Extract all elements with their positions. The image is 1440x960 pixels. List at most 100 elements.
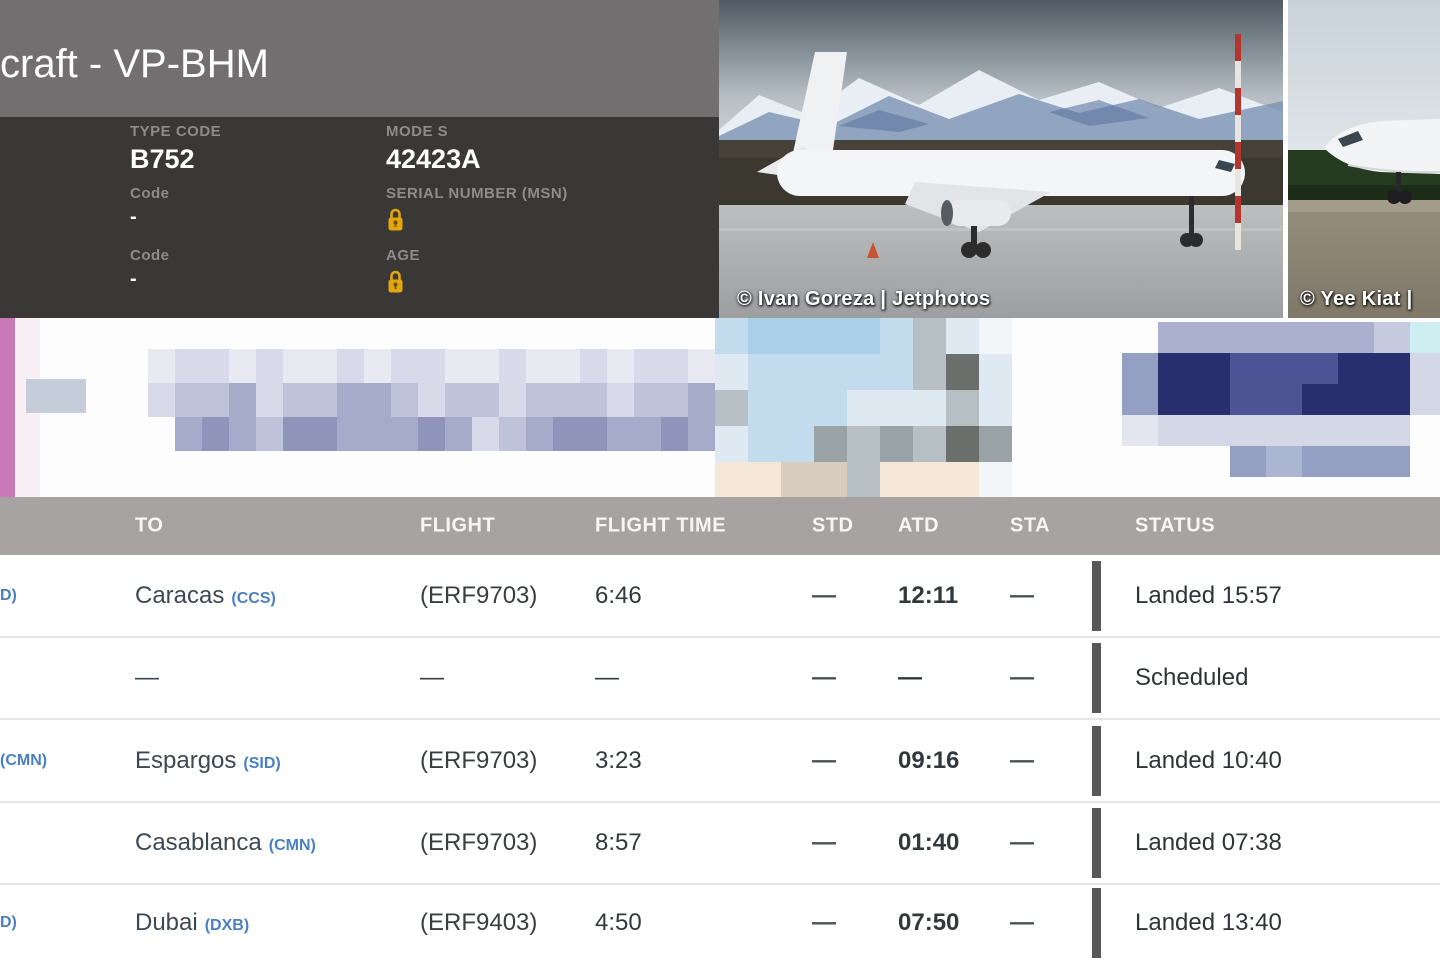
- flight-number[interactable]: (ERF9403): [420, 908, 538, 936]
- pixel-block: [1266, 415, 1302, 446]
- field-value: 42423A: [386, 144, 481, 174]
- pixel-block: [26, 379, 86, 413]
- flight-number[interactable]: (ERF9703): [420, 746, 538, 774]
- flight-number[interactable]: (ERF9703): [420, 829, 538, 856]
- pixel-block: [364, 349, 391, 383]
- pixel-block: [391, 417, 418, 451]
- flight-row[interactable]: (CMN) Espargos (SID) (ERF9703) 3:23 — 09:…: [0, 720, 1440, 803]
- std-value: —: [812, 664, 836, 691]
- to-airport-code[interactable]: (SID): [243, 754, 281, 772]
- pixel-block: [175, 417, 202, 451]
- pixel-block: [847, 426, 880, 462]
- pixel-block: [814, 318, 847, 354]
- pixel-block: [847, 354, 880, 390]
- pixel-block: [0, 318, 15, 497]
- pixel-block: [148, 383, 175, 417]
- pixel-block: [814, 390, 847, 426]
- to-airport-code[interactable]: (DXB): [204, 916, 250, 934]
- pixel-block: [748, 318, 781, 354]
- pixel-block: [418, 417, 445, 451]
- flight-number[interactable]: (ERF9703): [420, 581, 538, 609]
- pixel-block: [946, 354, 979, 390]
- std-value: —: [812, 829, 836, 856]
- pixel-block: [913, 426, 946, 462]
- pixel-block: [1374, 353, 1410, 384]
- sta-value: —: [1010, 581, 1034, 609]
- from-airport-code-partial[interactable]: D): [0, 586, 17, 604]
- photo-credit: © Yee Kiat |: [1300, 288, 1413, 310]
- flight-row[interactable]: D) Caracas (CCS) (ERF9703) 6:46 — 12:11 —…: [0, 555, 1440, 638]
- pixel-block: [202, 383, 229, 417]
- from-airport-code-partial[interactable]: (CMN): [0, 751, 48, 769]
- pixel-block: [1338, 353, 1374, 384]
- aircraft-photo-1-image: [719, 0, 1283, 318]
- aircraft-photo-2[interactable]: © Yee Kiat |: [1288, 0, 1440, 318]
- pixel-block: [913, 318, 946, 354]
- pixel-block: [946, 390, 979, 426]
- pixel-block: [847, 390, 880, 426]
- aircraft-photo-1[interactable]: © Ivan Goreza | Jetphotos: [719, 0, 1283, 318]
- atd-value: —: [898, 664, 922, 691]
- pixel-block: [913, 390, 946, 426]
- pixel-block: [1266, 353, 1302, 384]
- pixel-block: [175, 383, 202, 417]
- pixel-block: [748, 390, 781, 426]
- pixel-block: [202, 417, 229, 451]
- pixel-block: [283, 383, 310, 417]
- pixel-block: [1194, 353, 1230, 384]
- column-header-flight-time: FLIGHT TIME: [595, 514, 727, 537]
- pixel-block: [1410, 384, 1440, 415]
- pixel-block: [979, 318, 1012, 354]
- to-airport-code[interactable]: (CMN): [268, 837, 316, 854]
- pixel-block: [946, 462, 979, 498]
- flight-time: —: [595, 664, 619, 691]
- page-title: craft - VP-BHM: [0, 42, 269, 86]
- pixel-block: [310, 349, 337, 383]
- pixel-block: [607, 383, 634, 417]
- pixel-block: [445, 383, 472, 417]
- pixel-block: [946, 318, 979, 354]
- pixel-block: [1158, 353, 1194, 384]
- pixel-block: [1194, 415, 1230, 446]
- field-label: AGE: [386, 247, 421, 264]
- pixel-block: [499, 417, 526, 451]
- to-cell: Casablanca (CMN): [135, 829, 316, 857]
- to-airport-code[interactable]: (CCS): [231, 589, 276, 607]
- pixel-block: [913, 462, 946, 498]
- lock-icon[interactable]: [386, 207, 568, 233]
- field-age: AGE: [386, 247, 420, 295]
- flight-row[interactable]: Casablanca (CMN) (ERF9703) 8:57 — 01:40 —…: [0, 803, 1440, 885]
- pixel-block: [979, 462, 1012, 498]
- pixel-block: [781, 390, 814, 426]
- aircraft-photo-2-image: [1288, 0, 1440, 318]
- pixel-block: [148, 349, 175, 383]
- pixel-block: [256, 349, 283, 383]
- pixel-block: [715, 462, 748, 498]
- flight-number[interactable]: —: [420, 664, 444, 691]
- atd-value: 09:16: [898, 746, 960, 774]
- to-cell: Espargos (SID): [135, 747, 281, 775]
- flight-row[interactable]: D) Dubai (DXB) (ERF9403) 4:50 — 07:50 — L…: [0, 885, 1440, 960]
- pixel-block: [715, 318, 748, 354]
- from-airport-code-partial[interactable]: D): [0, 913, 17, 931]
- pixel-block: [1374, 384, 1410, 415]
- field-code-1: Code -: [130, 185, 170, 229]
- pixel-block: [1194, 384, 1230, 415]
- pixel-block: [1302, 415, 1338, 446]
- flight-time: 3:23: [595, 746, 642, 774]
- pixel-block: [748, 354, 781, 390]
- column-header-std: STD: [812, 514, 854, 537]
- pixel-block: [1266, 384, 1302, 415]
- pixel-block: [913, 354, 946, 390]
- flight-row[interactable]: — — — — — — Scheduled: [0, 638, 1440, 720]
- lock-icon[interactable]: [386, 269, 420, 295]
- pixel-block: [1122, 353, 1158, 384]
- to-city: —: [135, 664, 159, 691]
- pixel-block: [979, 354, 1012, 390]
- flight-time: 8:57: [595, 829, 642, 856]
- to-cell: Caracas (CCS): [135, 582, 276, 610]
- pixel-block: [979, 426, 1012, 462]
- field-mode-s: MODE S 42423A: [386, 123, 481, 175]
- atd-value: 12:11: [898, 581, 959, 609]
- pixel-block: [1410, 322, 1440, 353]
